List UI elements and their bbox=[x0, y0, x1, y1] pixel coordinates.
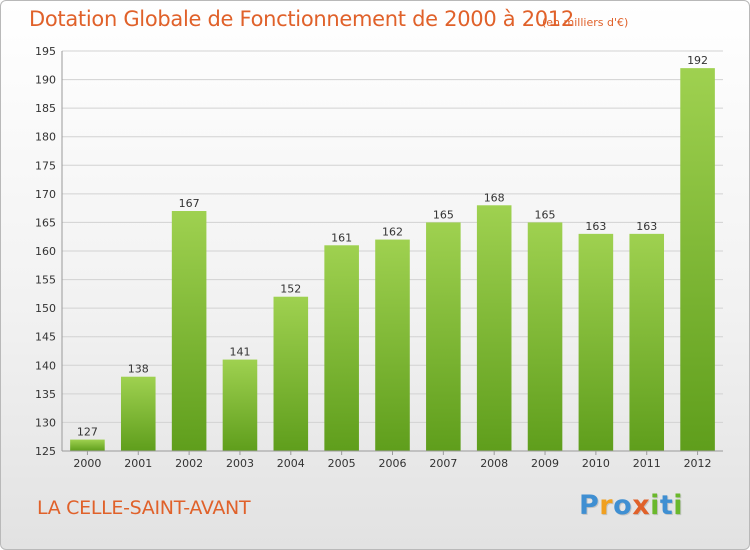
chart-title: Dotation Globale de Fonctionnement de 20… bbox=[29, 7, 574, 31]
chart-subtitle: (en milliers d'€) bbox=[542, 16, 629, 29]
value-label-2000: 127 bbox=[77, 426, 98, 439]
logo-letter: r bbox=[599, 490, 614, 521]
x-tick-label-2009: 2009 bbox=[531, 457, 559, 470]
x-tick-label-2012: 2012 bbox=[684, 457, 712, 470]
x-tick-label-2001: 2001 bbox=[124, 457, 152, 470]
bar-2006 bbox=[375, 239, 410, 451]
value-label-2001: 138 bbox=[128, 363, 149, 376]
x-tick-label-2000: 2000 bbox=[73, 457, 101, 470]
commune-name: LA CELLE-SAINT-AVANT bbox=[37, 497, 251, 519]
bar-2000 bbox=[70, 439, 105, 451]
bar-2010 bbox=[578, 233, 614, 451]
y-tick-label: 155 bbox=[35, 274, 56, 287]
y-tick-label: 145 bbox=[35, 331, 56, 344]
y-tick-label: 185 bbox=[35, 102, 56, 115]
logo-letter: t bbox=[659, 490, 674, 521]
y-tick-label: 170 bbox=[35, 188, 56, 201]
value-label-2002: 167 bbox=[179, 197, 200, 210]
value-label-2008: 168 bbox=[484, 191, 505, 204]
y-tick-label: 160 bbox=[35, 245, 56, 258]
logo-letter: x bbox=[632, 490, 651, 521]
bar-2007 bbox=[426, 222, 461, 451]
value-label-2006: 162 bbox=[382, 226, 403, 239]
y-tick-label: 140 bbox=[35, 359, 56, 372]
y-tick-label: 135 bbox=[35, 388, 56, 401]
bars bbox=[70, 68, 715, 452]
y-tick-label: 180 bbox=[35, 131, 56, 144]
value-label-2012: 192 bbox=[687, 54, 708, 67]
x-tick-label-2002: 2002 bbox=[175, 457, 203, 470]
y-tick-label: 150 bbox=[35, 302, 56, 315]
y-tick-label: 165 bbox=[35, 216, 56, 229]
y-tick-label: 130 bbox=[35, 416, 56, 429]
x-tick-label-2004: 2004 bbox=[277, 457, 305, 470]
bar-2005 bbox=[324, 245, 359, 451]
bar-2003 bbox=[222, 359, 258, 451]
x-tick-label-2010: 2010 bbox=[582, 457, 610, 470]
value-label-2005: 161 bbox=[331, 231, 352, 244]
x-tick-label-2005: 2005 bbox=[328, 457, 356, 470]
y-tick-label: 195 bbox=[35, 45, 56, 58]
bar-2012 bbox=[680, 68, 715, 452]
x-tick-label-2007: 2007 bbox=[429, 457, 457, 470]
x-axis: 2000 2001 2002 2003 2004 2005 2006 2007 2008 2009… bbox=[62, 450, 723, 470]
bar-2011 bbox=[629, 233, 665, 451]
y-tick-label: 190 bbox=[35, 74, 56, 87]
value-label-2004: 152 bbox=[280, 283, 301, 296]
value-label-2011: 163 bbox=[636, 220, 657, 233]
value-label-2010: 163 bbox=[585, 220, 606, 233]
x-tick-label-2006: 2006 bbox=[379, 457, 407, 470]
y-tick-label: 175 bbox=[35, 159, 56, 172]
proxiti-logo: Proxiti bbox=[579, 490, 683, 521]
bar-2008 bbox=[476, 205, 512, 451]
value-label-2009: 165 bbox=[535, 208, 556, 221]
value-label-2003: 141 bbox=[229, 346, 250, 359]
bar-2004 bbox=[273, 296, 309, 451]
y-axis: 125 130 135 140 145 150 155 160 165 170 175 180 185 1… bbox=[35, 45, 63, 458]
logo-letter: i bbox=[650, 490, 660, 521]
logo-letter: i bbox=[673, 490, 684, 521]
x-tick-label-2003: 2003 bbox=[226, 457, 254, 470]
logo-letter: P bbox=[579, 490, 600, 521]
x-tick-label-2008: 2008 bbox=[480, 457, 508, 470]
bar-2002 bbox=[171, 211, 207, 451]
bar-2001 bbox=[120, 376, 156, 451]
value-labels: 127 138 167 141 152 161 162 165 168 165 163 163 192 bbox=[77, 54, 708, 438]
x-tick-label-2011: 2011 bbox=[633, 457, 661, 470]
logo-letter: o bbox=[613, 490, 633, 521]
value-label-2007: 165 bbox=[433, 208, 454, 221]
y-tick-label: 125 bbox=[35, 445, 56, 458]
bar-2009 bbox=[527, 222, 563, 451]
